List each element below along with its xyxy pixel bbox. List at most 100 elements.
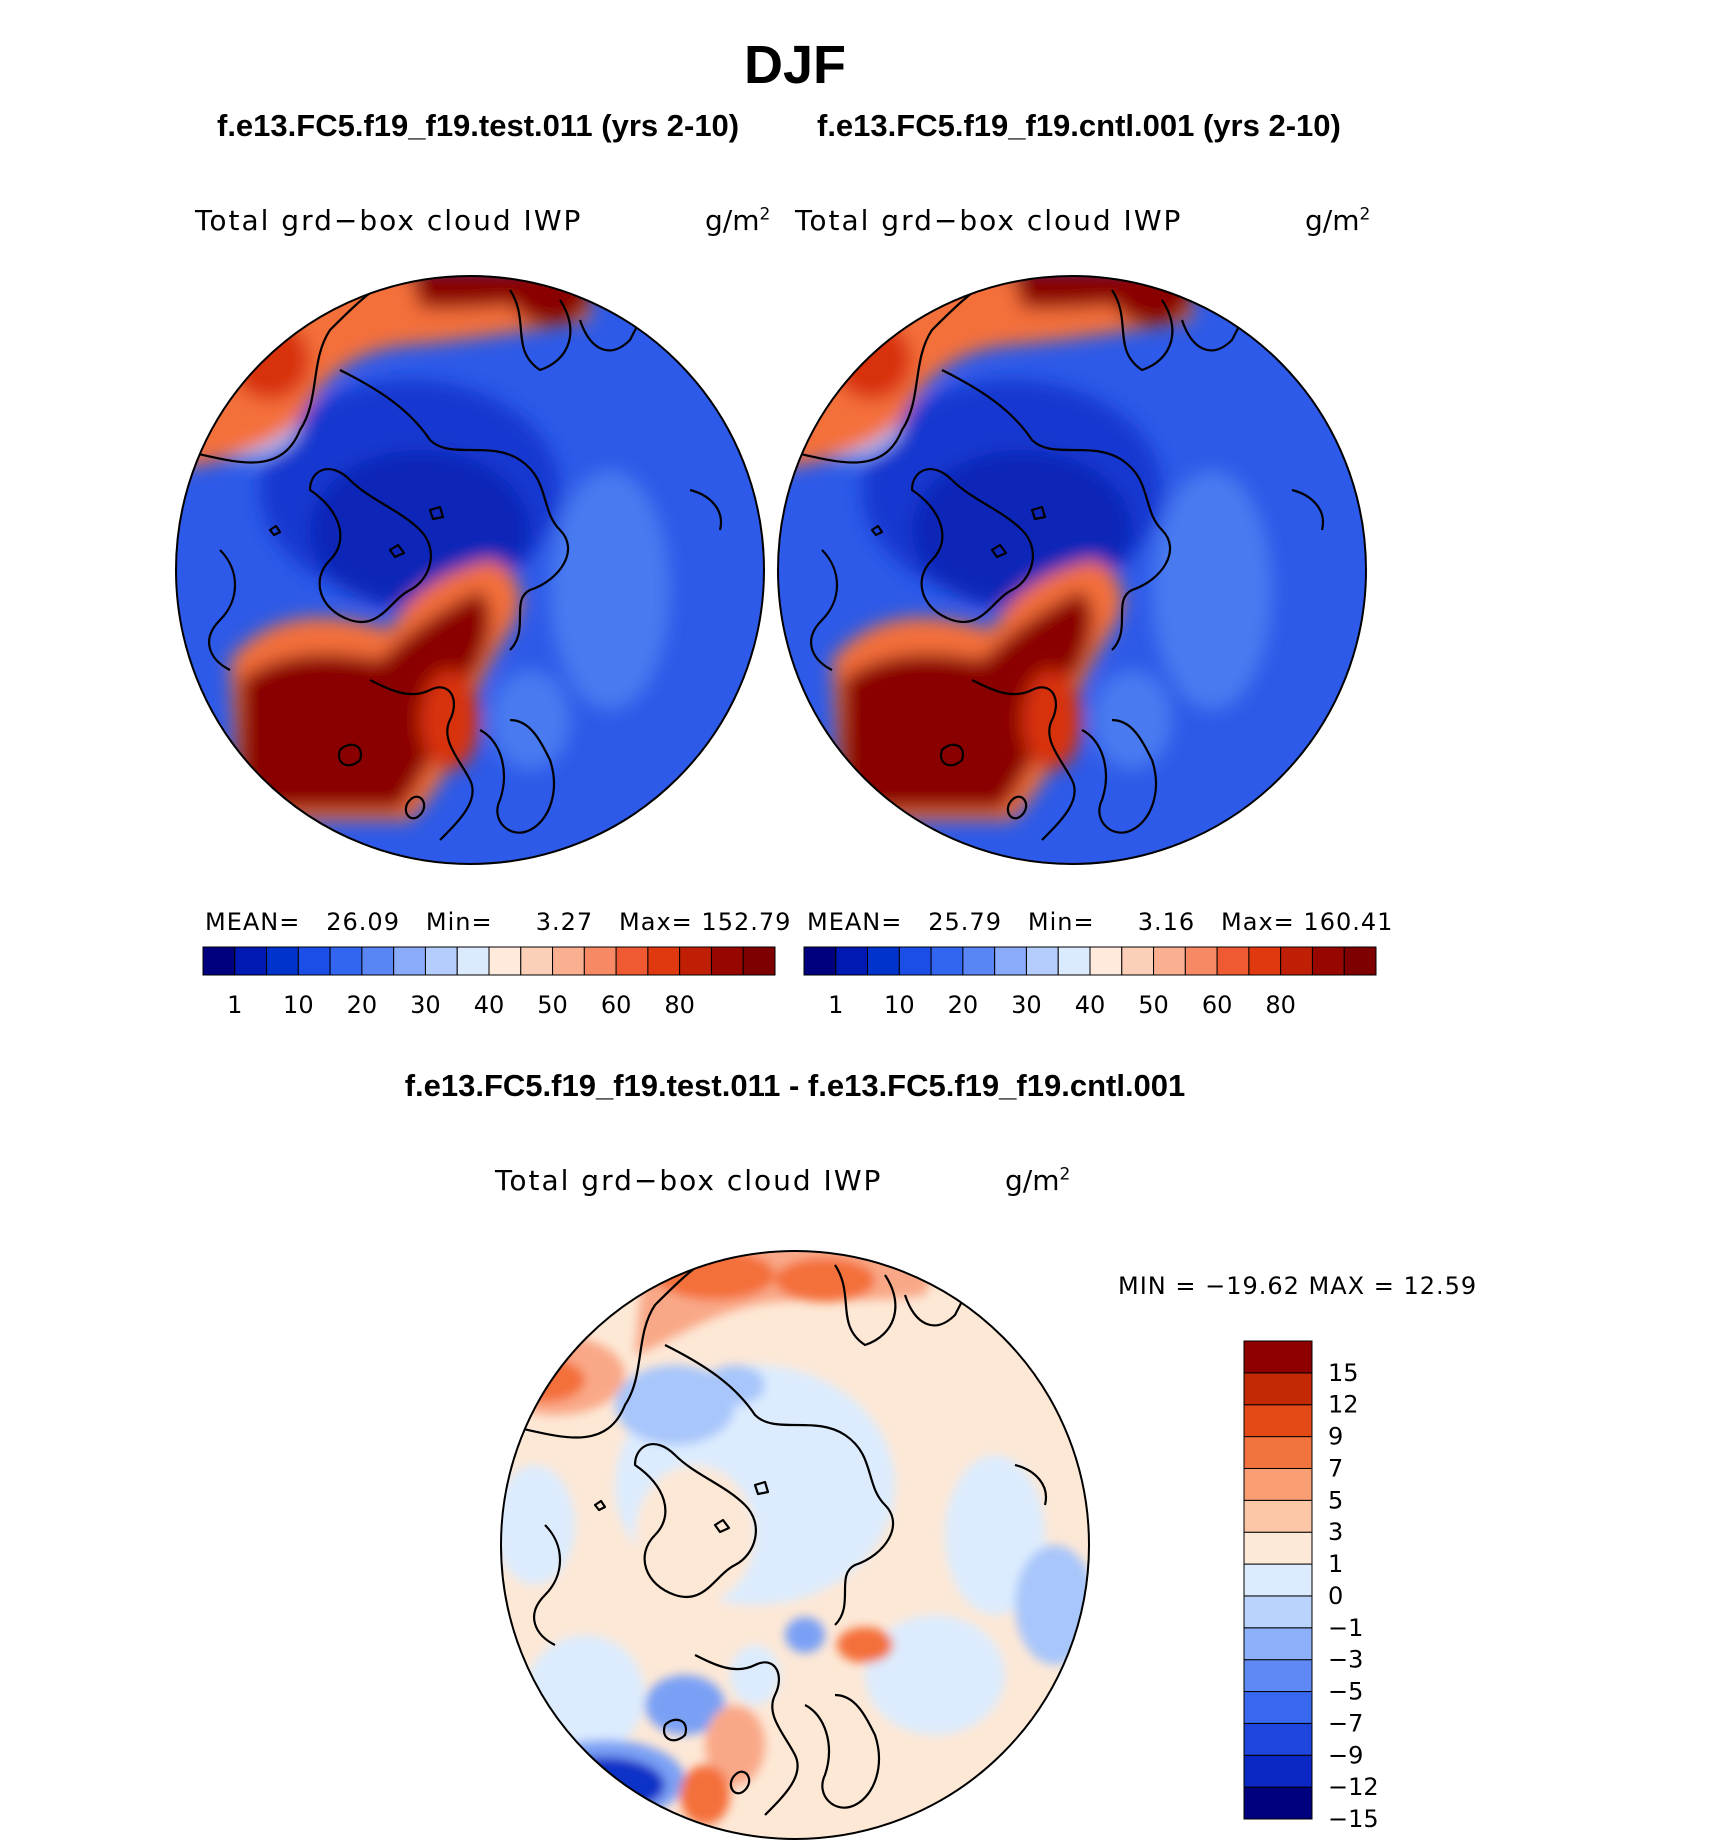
panel2-colorbar-swatch (867, 946, 900, 976)
difference-colorbar-swatch (1243, 1563, 1313, 1597)
panel1-colorbar-swatch (234, 946, 268, 976)
panel2-colorbar-tick-label: 1 (828, 991, 843, 1019)
panel2-colorbar-swatch (1025, 946, 1059, 976)
panel1-variable-label: Total grd−box cloud IWP (195, 204, 583, 237)
difference-colorbar-swatch (1243, 1372, 1313, 1406)
panel1-colorbar-tick-label: 60 (601, 991, 632, 1019)
difference-colorbar-tick-label: −9 (1328, 1741, 1363, 1769)
difference-colorbar-tick-label: −7 (1328, 1709, 1363, 1737)
panel2-colorbar-swatch (1216, 946, 1250, 976)
panel1-colorbar-tick-label: 80 (664, 991, 695, 1019)
panel1-colorbar-swatch (297, 946, 331, 976)
panel2-colorbar-tick-label: 60 (1202, 991, 1233, 1019)
panel1-map-border (175, 275, 765, 865)
panel1-colorbar-tick-label: 30 (410, 991, 441, 1019)
panel1-colorbar-swatch (202, 946, 236, 976)
panel1-colorbar-swatch (488, 946, 522, 976)
panel2-colorbar-tick-label: 10 (884, 991, 915, 1019)
panel2-variable-label: Total grd−box cloud IWP (795, 204, 1183, 237)
panel1-colorbar-swatch (424, 946, 458, 976)
panel2-colorbar-swatch (994, 946, 1027, 976)
difference-colorbar-swatch (1243, 1786, 1313, 1820)
panel1-colorbar-tick-label: 10 (283, 991, 314, 1019)
panel1-colorbar-swatch (361, 946, 395, 976)
panel2-colorbar-swatch (962, 946, 996, 976)
difference-colorbar-tick-label: 15 (1328, 1359, 1359, 1387)
difference-colorbar-swatch (1243, 1691, 1313, 1724)
panel1-colorbar-tick-label: 40 (474, 991, 505, 1019)
panel2-colorbar-swatch (930, 946, 964, 976)
panel2-colorbar-swatch (1280, 946, 1313, 976)
panel1-colorbar-swatch (393, 946, 426, 976)
panel2-colorbar-swatch (1057, 946, 1091, 976)
figure-title: DJF (743, 35, 846, 95)
panel1-colorbar-tick-label: 50 (537, 991, 568, 1019)
difference-colorbar-swatch (1243, 1404, 1313, 1438)
difference-colorbar-swatch (1243, 1627, 1313, 1661)
difference-colorbar-tick-label: 1 (1328, 1550, 1343, 1578)
panel2-colorbar-swatch (835, 946, 869, 976)
difference-colorbar-tick-label: −1 (1328, 1614, 1363, 1642)
difference-colorbar-tick-label: −5 (1328, 1678, 1363, 1706)
difference-map (485, 1245, 1095, 1840)
panel2-map-border (777, 275, 1367, 865)
panel2-colorbar-swatch (898, 946, 932, 976)
panel2-colorbar-tick-label: 50 (1138, 991, 1169, 1019)
panel2-colorbar-tick-label: 80 (1265, 991, 1296, 1019)
difference-units: g/m2 (1005, 1164, 1071, 1197)
case-title-control: f.e13.FC5.f19_f19.cntl.001 (yrs 2-10) (817, 108, 1341, 143)
difference-colorbar-swatch (1243, 1659, 1313, 1693)
panel1-map (170, 265, 770, 870)
difference-title: f.e13.FC5.f19_f19.test.011 - f.e13.FC5.f… (404, 1068, 1186, 1103)
panel1-colorbar: 1 10 20 30 40 50 60 80 (202, 946, 776, 1019)
panel1-colorbar-swatch (647, 946, 681, 976)
panel2-colorbar-swatch (1248, 946, 1282, 976)
panel1-colorbar-swatch (679, 946, 712, 976)
difference-variable-label: Total grd−box cloud IWP (495, 1164, 883, 1197)
panel1-colorbar-swatch (552, 946, 585, 976)
difference-map-border (500, 1250, 1090, 1840)
difference-colorbar-tick-label: 5 (1328, 1486, 1343, 1514)
panel1-units: g/m2 (705, 204, 771, 237)
panel1-colorbar-swatch (520, 946, 554, 976)
panel1-colorbar-swatch (742, 946, 776, 976)
case-title-test: f.e13.FC5.f19_f19.test.011 (yrs 2-10) (217, 108, 740, 143)
panel1-colorbar-swatch (615, 946, 649, 976)
difference-colorbar-swatch (1243, 1722, 1313, 1756)
panel2-stats: MEAN= 25.79 Min= 3.16 Max= 160.41 (807, 908, 1394, 936)
difference-colorbar-tick-label: 7 (1328, 1454, 1343, 1482)
difference-min-max: MIN = −19.62 MAX = 12.59 (1118, 1272, 1478, 1300)
panel2-colorbar-swatch (1343, 946, 1377, 976)
difference-colorbar-tick-label: 9 (1328, 1423, 1343, 1451)
difference-colorbar-swatch (1243, 1467, 1313, 1501)
difference-colorbar-swatch (1243, 1754, 1313, 1788)
panel2-colorbar-swatch (1089, 946, 1123, 976)
difference-colorbar-tick-label: −15 (1328, 1805, 1379, 1833)
panel2-colorbar: 1 10 20 30 40 50 60 80 (803, 946, 1377, 1019)
difference-colorbar-tick-label: 3 (1328, 1518, 1343, 1546)
panel1-colorbar-swatch (456, 946, 490, 976)
difference-colorbar-tick-label: 0 (1328, 1582, 1343, 1610)
panel1-colorbar-swatch (266, 946, 299, 976)
panel2-colorbar-swatch (1184, 946, 1218, 976)
panel1-colorbar-swatch (583, 946, 617, 976)
panel2-colorbar-swatch (1311, 946, 1345, 976)
panel2-colorbar-tick-label: 30 (1011, 991, 1042, 1019)
panel2-colorbar-tick-label: 40 (1075, 991, 1106, 1019)
panel1-colorbar-tick-label: 1 (227, 991, 242, 1019)
difference-colorbar-swatch (1243, 1340, 1313, 1374)
panel2-colorbar-swatch (803, 946, 837, 976)
panel2-colorbar-swatch (1121, 946, 1155, 976)
panel2-units: g/m2 (1305, 204, 1371, 237)
difference-colorbar-tick-label: −3 (1328, 1646, 1363, 1674)
panel1-stats: MEAN= 26.09 Min= 3.27 Max= 152.79 (205, 908, 792, 936)
panel2-colorbar-tick-label: 20 (948, 991, 979, 1019)
difference-colorbar-swatch (1243, 1499, 1313, 1533)
difference-colorbar: 15 12 9 7 5 3 1 0 −1 −3 −5 −7 −9 −12 −15 (1243, 1340, 1379, 1833)
difference-colorbar-swatch (1243, 1531, 1313, 1565)
panel1-colorbar-swatch (710, 946, 744, 976)
difference-colorbar-tick-label: 12 (1328, 1391, 1359, 1419)
difference-colorbar-tick-label: −12 (1328, 1773, 1379, 1801)
difference-colorbar-swatch (1243, 1436, 1313, 1469)
difference-colorbar-swatch (1243, 1595, 1313, 1629)
